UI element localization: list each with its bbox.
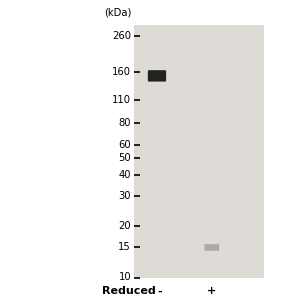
FancyBboxPatch shape [205,244,219,251]
Text: 40: 40 [118,170,131,180]
Text: 160: 160 [112,67,131,77]
Text: Reduced: Reduced [102,286,155,296]
Text: 260: 260 [112,31,131,41]
Text: 80: 80 [118,118,131,128]
Text: 10: 10 [118,272,131,283]
Text: +: + [207,286,216,296]
Bar [134,26,264,278]
FancyBboxPatch shape [148,70,166,82]
Text: 110: 110 [112,95,131,105]
Text: 20: 20 [118,221,131,231]
Text: 60: 60 [118,140,131,150]
Text: -: - [158,286,162,296]
Text: 15: 15 [118,242,131,253]
Text: (kDa): (kDa) [104,7,131,17]
Text: 50: 50 [118,153,131,163]
Text: 30: 30 [118,191,131,201]
